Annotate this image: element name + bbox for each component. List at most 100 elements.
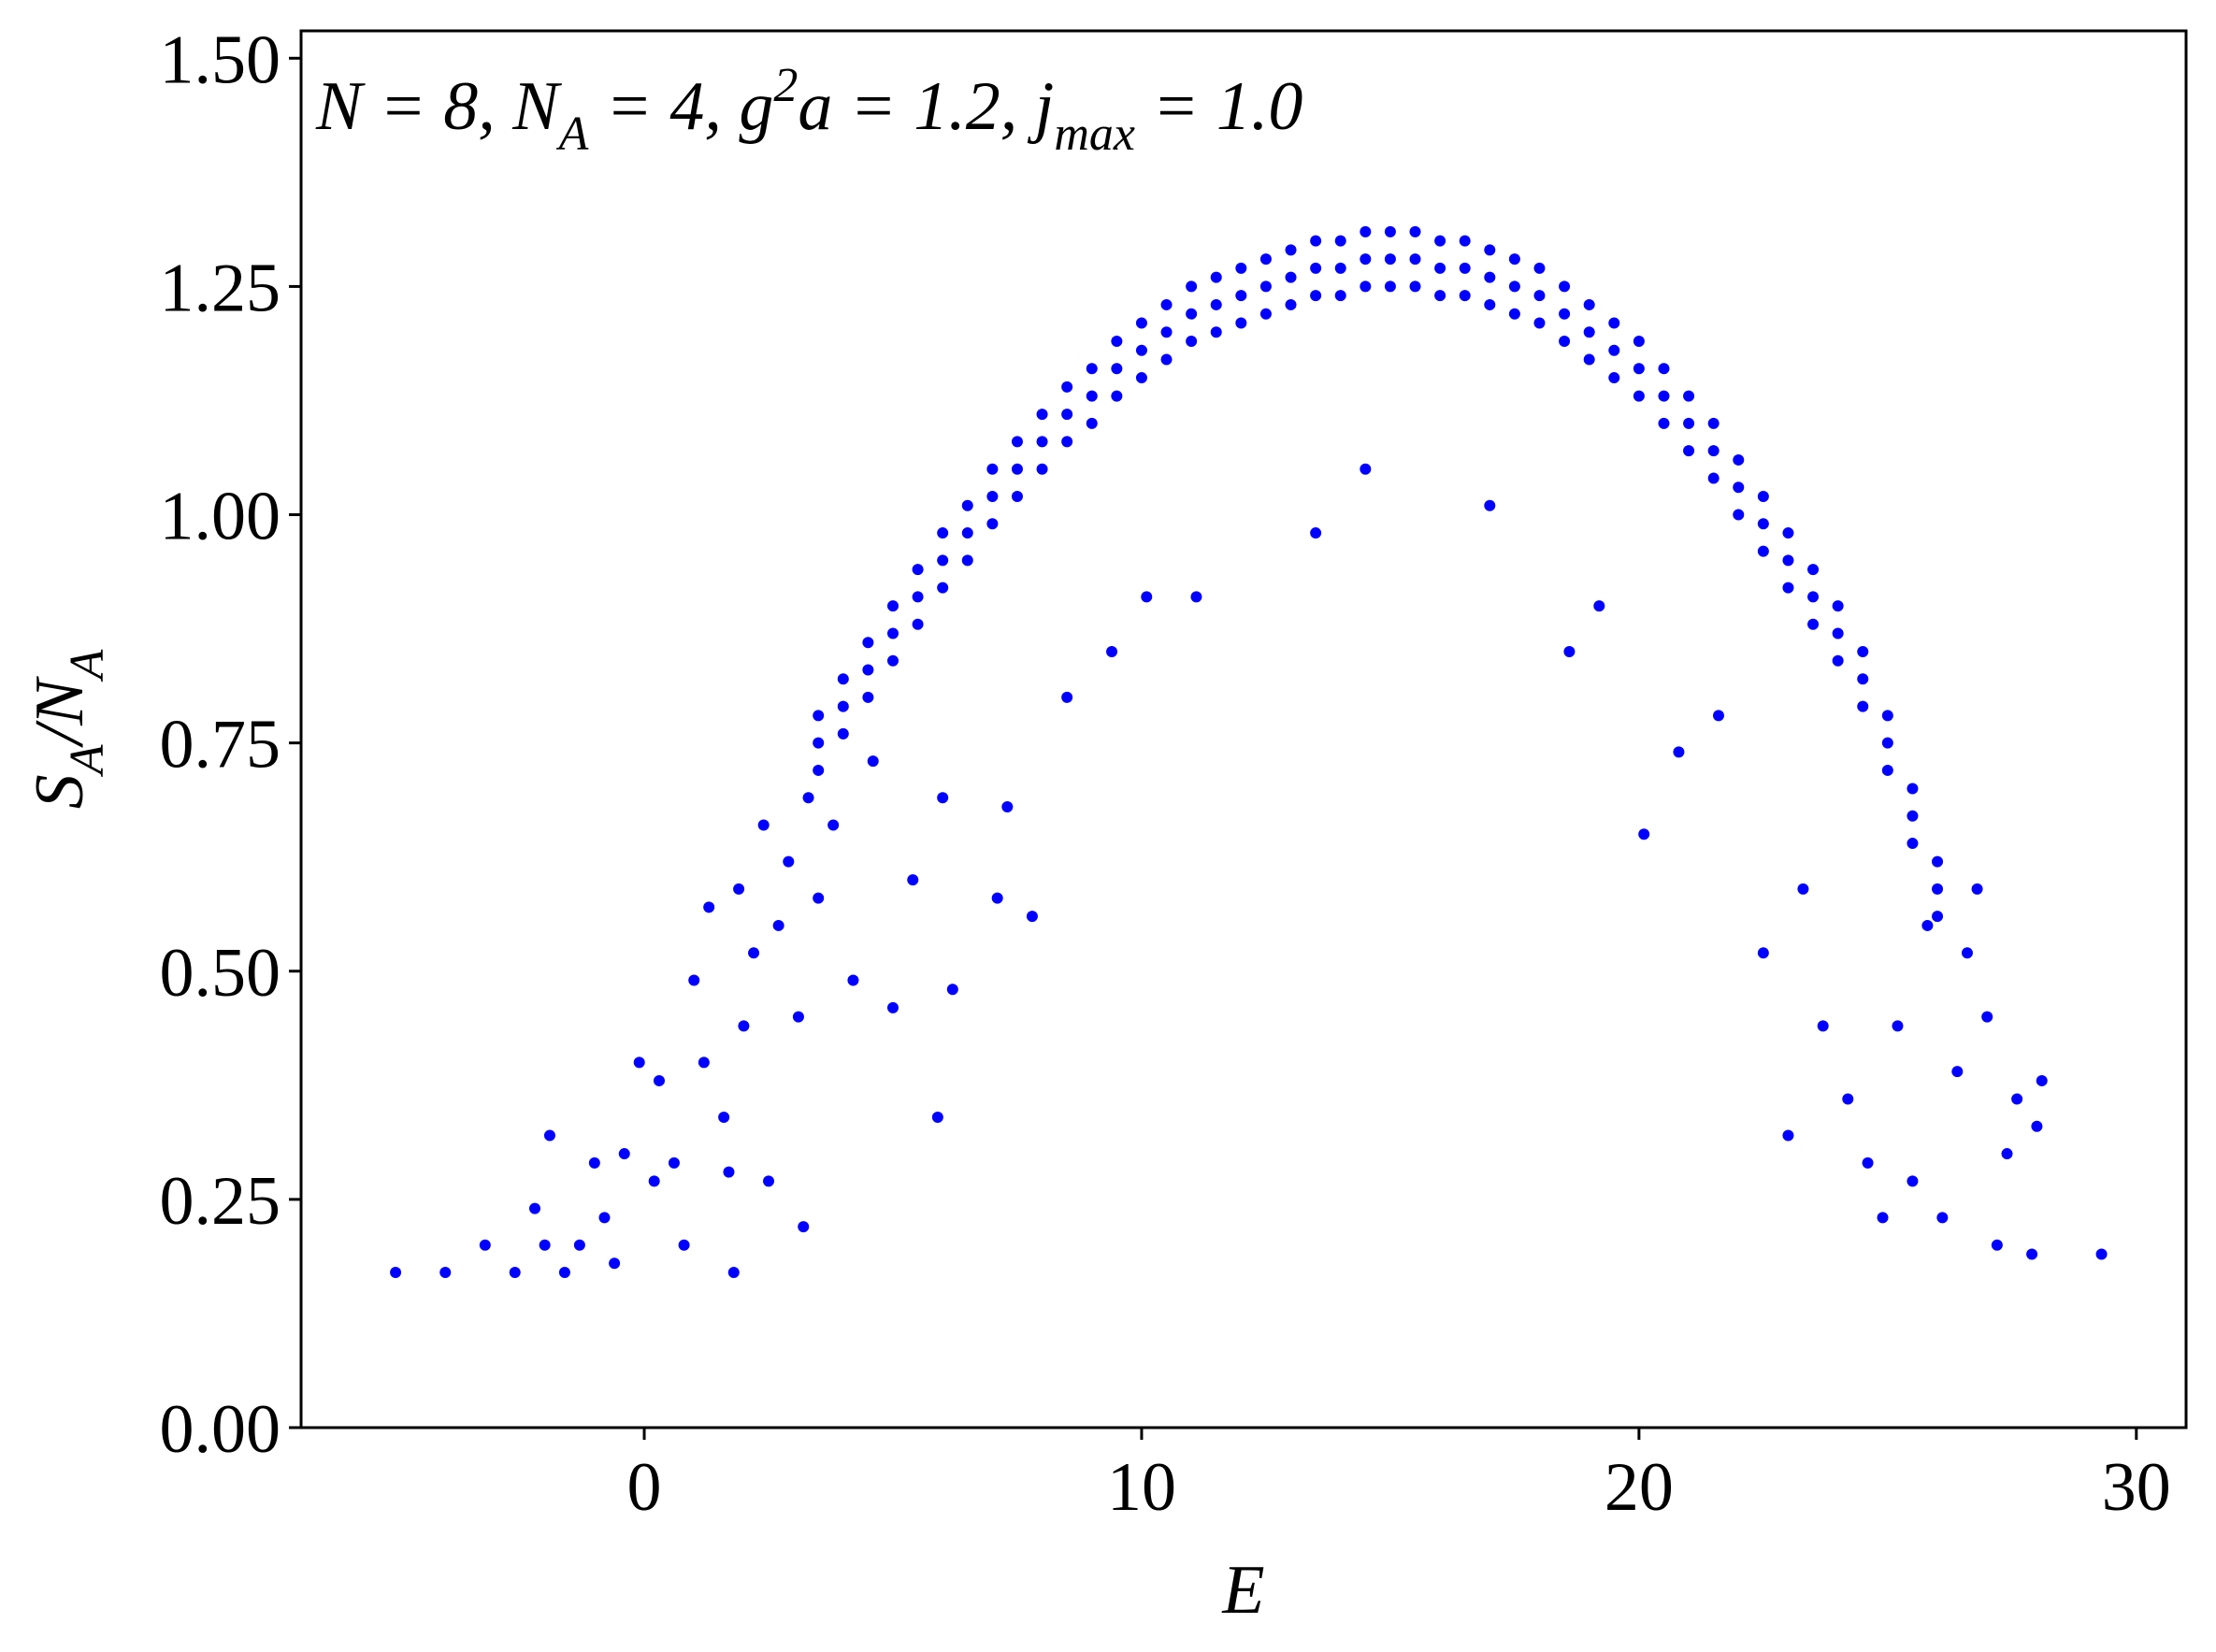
point [1892, 1020, 1904, 1032]
point [439, 1267, 452, 1278]
point [1733, 509, 1745, 521]
point [813, 737, 825, 749]
point [1733, 453, 1745, 466]
point [2001, 1148, 2013, 1160]
point [1881, 710, 1893, 722]
point [648, 1175, 660, 1187]
point [1907, 810, 1919, 822]
point [991, 892, 1003, 904]
point [886, 1001, 899, 1013]
point [609, 1257, 621, 1270]
point [539, 1239, 551, 1251]
point [1683, 445, 1695, 457]
annotation-part: = 4, g [588, 68, 773, 145]
point [1434, 235, 1446, 247]
point [1683, 417, 1695, 429]
point [1285, 298, 1297, 310]
point [748, 947, 760, 959]
point [1817, 1020, 1829, 1032]
x-tick-label: 30 [2102, 1449, 2171, 1526]
point [1384, 280, 1396, 293]
point [1186, 336, 1198, 347]
point [718, 1112, 730, 1123]
point [1011, 436, 1023, 448]
point [1135, 344, 1147, 356]
point [1384, 225, 1396, 237]
point [479, 1239, 491, 1251]
point [837, 700, 849, 712]
point [1633, 390, 1645, 402]
point [827, 819, 840, 831]
y-axis-label-part: A [61, 744, 114, 777]
point [1036, 436, 1048, 448]
point [837, 673, 849, 685]
point [886, 600, 899, 612]
point [653, 1074, 665, 1086]
point [598, 1212, 611, 1224]
point [1459, 262, 1471, 274]
point [1563, 646, 1576, 657]
point [1707, 417, 1720, 429]
point [1707, 472, 1720, 484]
point [1658, 417, 1670, 429]
point [1036, 409, 1048, 421]
point [1409, 225, 1421, 237]
point [1210, 298, 1222, 310]
point [1135, 372, 1147, 384]
point [1797, 883, 1809, 895]
point [1757, 545, 1769, 557]
point [1951, 1066, 1964, 1078]
point [1757, 947, 1769, 959]
point [1086, 417, 1098, 429]
annotation-part: a = 1.2, j [798, 68, 1054, 145]
y-tick-label: 1.25 [160, 250, 281, 326]
point [1409, 253, 1421, 266]
point [1583, 326, 1595, 338]
point [738, 1020, 750, 1032]
point [1285, 271, 1297, 283]
point [1981, 1011, 1993, 1023]
point [1533, 317, 1546, 329]
point [1857, 646, 1869, 657]
point [1712, 710, 1724, 722]
point [2036, 1074, 2048, 1086]
point [937, 554, 949, 567]
point [937, 582, 949, 594]
point [1921, 919, 1934, 931]
point [847, 974, 859, 986]
point [1832, 627, 1844, 639]
point [1360, 253, 1372, 266]
point [588, 1156, 600, 1169]
point [1907, 838, 1919, 850]
point [727, 1267, 740, 1278]
point [1782, 554, 1794, 567]
point [1533, 290, 1546, 302]
point [1907, 783, 1919, 795]
annotation-part: N = 8, N [315, 68, 562, 145]
point [1832, 600, 1844, 612]
point [558, 1267, 570, 1278]
y-tick-label: 0.00 [160, 1391, 281, 1468]
point [837, 727, 849, 740]
point [1608, 317, 1620, 329]
point [1061, 409, 1073, 421]
point [1971, 883, 1983, 895]
point [1832, 654, 1844, 667]
point [1210, 271, 1222, 283]
point [1111, 336, 1123, 347]
point [783, 855, 795, 868]
point [1673, 746, 1685, 758]
point [1508, 253, 1520, 266]
point [1434, 262, 1446, 274]
point [1608, 344, 1620, 356]
point [2095, 1248, 2108, 1260]
point [862, 637, 874, 649]
point [1508, 308, 1520, 320]
y-tick-label: 1.00 [160, 479, 281, 555]
point [1707, 445, 1720, 457]
point [1608, 372, 1620, 384]
point [986, 491, 999, 502]
point [1961, 947, 1973, 959]
